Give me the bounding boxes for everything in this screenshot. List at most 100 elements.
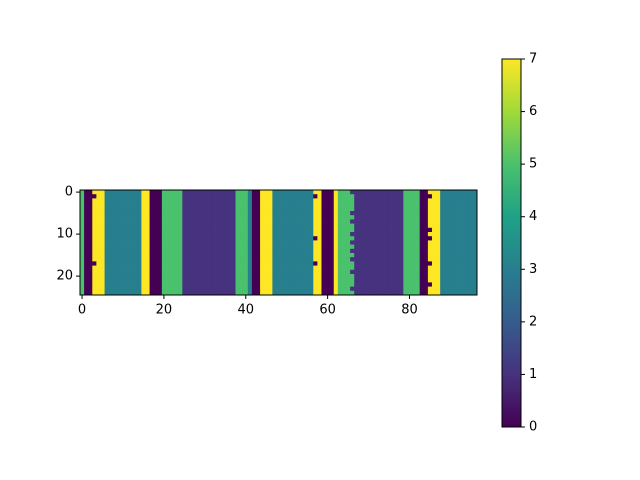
heatmap-cell bbox=[108, 219, 114, 224]
heatmap-cell bbox=[120, 211, 126, 216]
heatmap-cell bbox=[321, 244, 326, 250]
heatmap-cell bbox=[165, 265, 171, 271]
heatmap-cell bbox=[448, 232, 453, 237]
heatmap-cell bbox=[251, 198, 257, 203]
heatmap-cell bbox=[333, 261, 339, 266]
heatmap-cell bbox=[452, 274, 457, 279]
heatmap-cell bbox=[260, 274, 265, 279]
heatmap-cell bbox=[116, 248, 122, 254]
heatmap-cell bbox=[182, 206, 187, 212]
heatmap-cell bbox=[407, 190, 412, 195]
heatmap-cell bbox=[178, 198, 183, 203]
heatmap-cell bbox=[280, 223, 285, 229]
heatmap-cell bbox=[358, 290, 363, 296]
heatmap-cell bbox=[137, 248, 142, 254]
heatmap-cell bbox=[100, 190, 105, 195]
heatmap-cell bbox=[186, 265, 191, 271]
heatmap-cell bbox=[362, 232, 367, 237]
heatmap-cell bbox=[141, 261, 146, 266]
heatmap-cell bbox=[268, 223, 273, 229]
heatmap-cell bbox=[182, 244, 187, 250]
heatmap-cell bbox=[329, 261, 335, 266]
heatmap-cell bbox=[395, 236, 400, 241]
heatmap-cell bbox=[382, 282, 388, 287]
heatmap-cell bbox=[145, 248, 150, 254]
heatmap-cell bbox=[247, 265, 253, 271]
heatmap-cell bbox=[165, 190, 171, 195]
heatmap-cell bbox=[448, 190, 453, 195]
heatmap-cell bbox=[145, 286, 150, 292]
heatmap-cell bbox=[272, 286, 277, 292]
heatmap-cell bbox=[444, 202, 449, 208]
heatmap-cell bbox=[448, 274, 453, 279]
heatmap-cell bbox=[202, 236, 208, 241]
heatmap-cell bbox=[431, 232, 437, 237]
heatmap-cell bbox=[333, 236, 339, 241]
heatmap-cell bbox=[362, 206, 367, 212]
heatmap-cell bbox=[423, 194, 429, 199]
heatmap-cell bbox=[362, 282, 367, 287]
heatmap-cell bbox=[419, 278, 425, 283]
heatmap-cell bbox=[296, 257, 302, 262]
heatmap-cell bbox=[423, 269, 429, 275]
heatmap-cell bbox=[444, 257, 449, 262]
heatmap-cell bbox=[264, 261, 269, 266]
heatmap-cell bbox=[296, 236, 302, 241]
heatmap-cell bbox=[427, 261, 433, 266]
heatmap-cell bbox=[190, 190, 195, 195]
heatmap-cell bbox=[149, 274, 155, 279]
heatmap-cell bbox=[288, 194, 294, 199]
heatmap-cell bbox=[472, 248, 478, 254]
heatmap-cell bbox=[366, 261, 371, 266]
heatmap-cell bbox=[161, 257, 167, 262]
heatmap-cell bbox=[296, 198, 302, 203]
heatmap-cell bbox=[317, 265, 322, 271]
heatmap-cell bbox=[341, 215, 347, 220]
heatmap-cell bbox=[215, 278, 220, 283]
heatmap-cell bbox=[88, 278, 93, 283]
heatmap-cell bbox=[186, 253, 191, 258]
heatmap-cell bbox=[198, 206, 204, 212]
heatmap-cell bbox=[292, 274, 298, 279]
heatmap-cell bbox=[472, 215, 478, 220]
heatmap-cell bbox=[153, 274, 159, 279]
heatmap-cell bbox=[182, 282, 187, 287]
heatmap-cell bbox=[436, 219, 441, 224]
heatmap-cell bbox=[305, 232, 310, 237]
heatmap-cell bbox=[448, 269, 453, 275]
heatmap-cell bbox=[370, 248, 376, 254]
heatmap-cell bbox=[84, 232, 89, 237]
heatmap-cell bbox=[440, 202, 445, 208]
heatmap-cell bbox=[411, 248, 416, 254]
heatmap-cell bbox=[141, 215, 146, 220]
heatmap-cell bbox=[210, 215, 216, 220]
heatmap-cell bbox=[370, 257, 376, 262]
heatmap-cell bbox=[395, 232, 400, 237]
heatmap-cell bbox=[182, 227, 187, 233]
heatmap-cell bbox=[210, 278, 216, 283]
heatmap-cell bbox=[133, 274, 138, 279]
heatmap-cell bbox=[309, 236, 314, 241]
heatmap-cell bbox=[362, 219, 367, 224]
heatmap-cell bbox=[161, 215, 167, 220]
heatmap-cell bbox=[149, 223, 155, 229]
heatmap-cell bbox=[301, 232, 306, 237]
heatmap-cell bbox=[129, 202, 134, 208]
heatmap-cell bbox=[427, 206, 433, 212]
heatmap-cell bbox=[210, 261, 216, 266]
heatmap-cell bbox=[341, 244, 347, 250]
heatmap-cell bbox=[157, 265, 163, 271]
heatmap-cell bbox=[92, 206, 97, 212]
heatmap-cell bbox=[100, 248, 105, 254]
heatmap-cell bbox=[145, 261, 150, 266]
heatmap-cell bbox=[427, 244, 433, 250]
heatmap-cell bbox=[399, 236, 404, 241]
heatmap-cell bbox=[411, 232, 416, 237]
heatmap-cell bbox=[456, 194, 461, 199]
heatmap-cell bbox=[440, 248, 445, 254]
heatmap-cell bbox=[284, 219, 290, 224]
heatmap-cell bbox=[305, 253, 310, 258]
heatmap-cell bbox=[194, 219, 200, 224]
heatmap-cell bbox=[194, 265, 200, 271]
heatmap-cell bbox=[431, 198, 437, 203]
